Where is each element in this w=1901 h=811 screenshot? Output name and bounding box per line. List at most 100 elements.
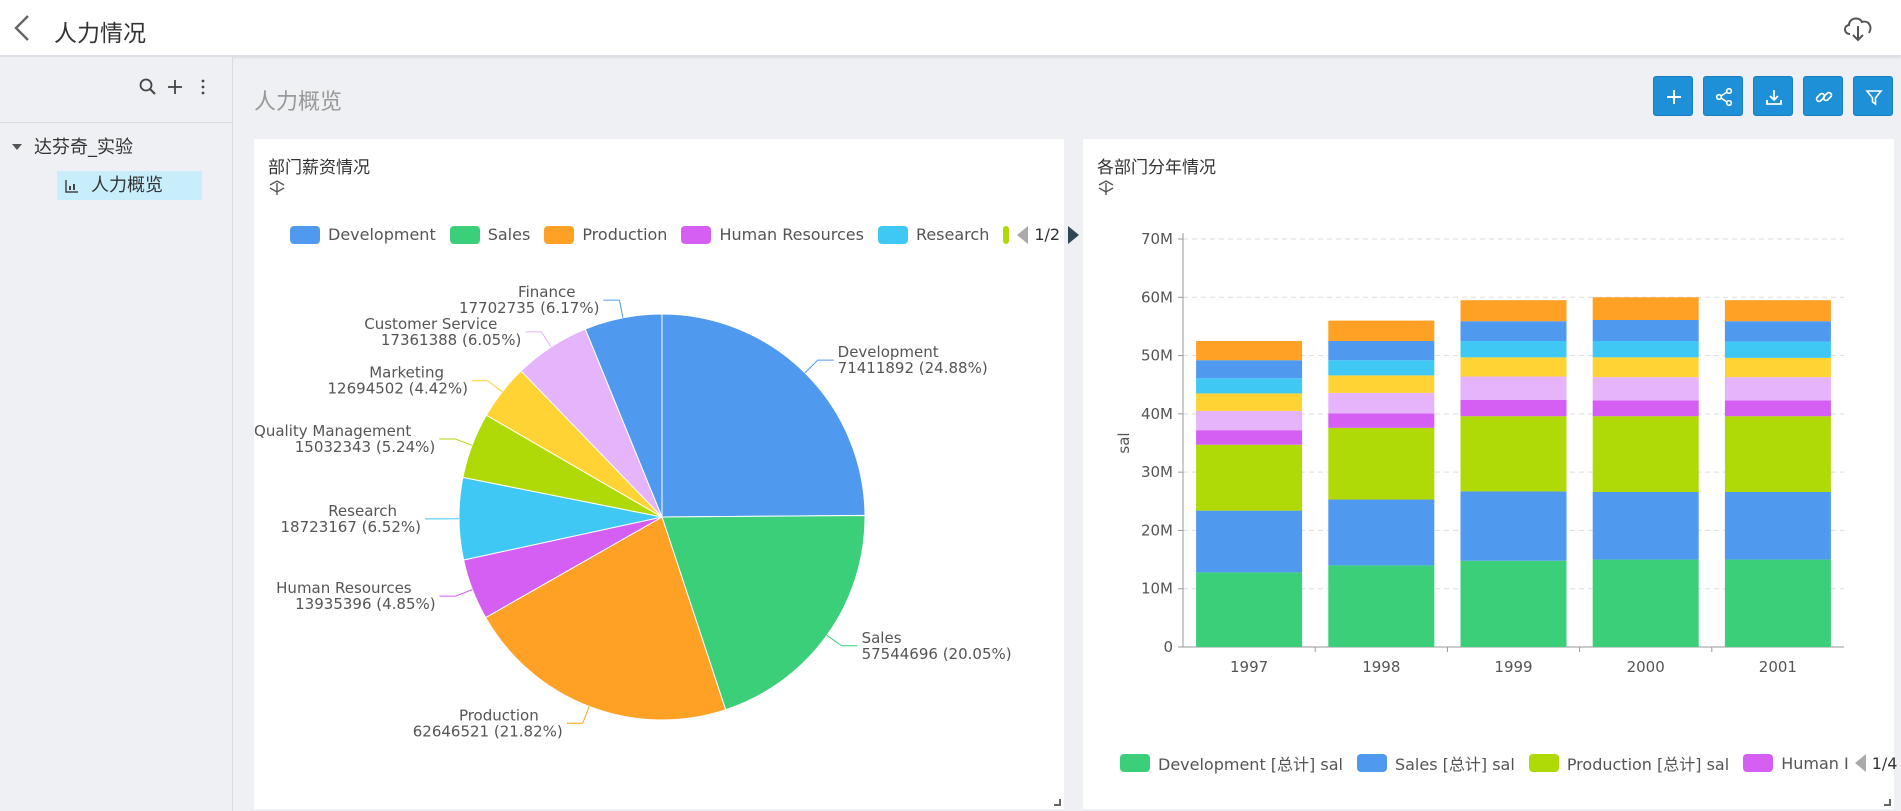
pie-label-value: 62646521 (21.82%) — [413, 722, 563, 740]
pie-slice-finance[interactable] — [584, 313, 663, 518]
bar-segment[interactable] — [1196, 430, 1303, 445]
pie-label-line — [804, 359, 834, 374]
filter-button[interactable] — [1853, 76, 1893, 116]
bar-segment[interactable] — [1592, 491, 1699, 560]
bar-legend: Development [总计] sal Sales [总计] sal Prod… — [1120, 751, 1901, 775]
tree-item-label: 人力概览 — [91, 175, 163, 196]
bar-segment[interactable] — [1196, 393, 1303, 411]
bar-segment[interactable] — [1328, 427, 1435, 500]
link-button[interactable] — [1803, 76, 1843, 116]
bar-segment[interactable] — [1724, 416, 1831, 492]
bar-segment[interactable] — [1328, 360, 1435, 376]
bar-segment[interactable] — [1460, 300, 1567, 322]
bar-segment[interactable] — [1196, 510, 1303, 573]
bar-segment[interactable] — [1196, 341, 1303, 361]
legend-swatch — [290, 225, 320, 244]
bar-segment[interactable] — [1724, 300, 1831, 322]
legend-swatch — [877, 225, 908, 244]
bar-segment[interactable] — [1592, 416, 1699, 492]
pie-slice-production[interactable] — [484, 516, 727, 721]
search-icon[interactable] — [138, 77, 158, 97]
prev-page-icon[interactable] — [1017, 225, 1029, 244]
next-page-icon[interactable] — [1068, 225, 1080, 244]
cloud-download-icon[interactable] — [1841, 12, 1875, 44]
drill-icon[interactable] — [268, 179, 286, 197]
drill-icon[interactable] — [1097, 179, 1115, 197]
legend-item-production[interactable]: Production [总计] sal — [1528, 751, 1729, 775]
x-tick-label: 2001 — [1759, 658, 1797, 676]
pie-label-line — [603, 299, 624, 318]
bar-segment[interactable] — [1724, 341, 1831, 358]
pie-slice-sales[interactable] — [661, 514, 866, 711]
add-button[interactable] — [1653, 76, 1693, 116]
bar-segment[interactable] — [1724, 321, 1831, 342]
bar-segment[interactable] — [1328, 341, 1435, 361]
pie-label-line — [472, 380, 503, 393]
legend-swatch — [544, 225, 575, 244]
tree-item-dashboard[interactable]: 人力概览 — [57, 171, 202, 200]
pie-label-value: 17702735 (6.17%) — [459, 299, 599, 317]
download-icon — [1766, 90, 1782, 105]
resize-handle[interactable] — [1884, 799, 1891, 806]
bar-segment[interactable] — [1724, 491, 1831, 560]
bar-segment[interactable] — [1592, 341, 1699, 358]
bar-segment[interactable] — [1460, 491, 1567, 561]
bar-segment[interactable] — [1196, 378, 1303, 394]
legend-item-development[interactable]: Development — [290, 225, 436, 244]
bar-segment[interactable] — [1328, 413, 1435, 428]
bar-segment[interactable] — [1328, 392, 1435, 414]
legend-item-sales[interactable]: Sales — [449, 225, 530, 244]
bar-segment[interactable] — [1460, 321, 1567, 341]
bar-segment[interactable] — [1592, 320, 1699, 341]
bar-segment[interactable] — [1328, 565, 1435, 647]
pie-slice-development[interactable] — [661, 313, 866, 518]
pie-label-name: Customer Service — [364, 315, 497, 333]
bar-segment[interactable] — [1460, 399, 1567, 417]
bar-segment[interactable] — [1724, 357, 1831, 378]
legend-item-sales[interactable]: Sales [总计] sal — [1356, 751, 1515, 775]
back-icon[interactable] — [8, 10, 38, 46]
caret-down-icon[interactable] — [12, 144, 22, 150]
resize-handle[interactable] — [1054, 799, 1061, 806]
bar-segment[interactable] — [1724, 559, 1831, 647]
pie-chart-title: 部门薪资情况 — [268, 158, 370, 178]
prev-page-icon[interactable] — [1854, 754, 1866, 772]
bar-segment[interactable] — [1592, 297, 1699, 321]
more-icon[interactable] — [193, 77, 213, 97]
x-tick-label: 1999 — [1494, 658, 1532, 676]
bar-segment[interactable] — [1460, 357, 1567, 377]
legend-item-human[interactable]: Human I — [1743, 754, 1849, 773]
legend-item-production[interactable]: Production — [544, 225, 667, 244]
bar-segment[interactable] — [1328, 320, 1435, 341]
bar-segment[interactable] — [1460, 376, 1567, 400]
add-icon[interactable] — [165, 77, 185, 97]
legend-item-development[interactable]: Development [总计] sal — [1120, 751, 1343, 775]
page-title: 人力概览 — [254, 90, 343, 115]
bar-segment[interactable] — [1460, 560, 1567, 647]
bar-segment[interactable] — [1328, 499, 1435, 566]
bar-segment[interactable] — [1460, 341, 1567, 358]
legend-item-research[interactable]: Research — [877, 225, 989, 244]
bar-segment[interactable] — [1196, 360, 1303, 379]
bar-segment[interactable] — [1328, 375, 1435, 393]
bar-segment[interactable] — [1460, 416, 1567, 492]
legend-swatch — [681, 225, 712, 244]
link-icon — [1815, 91, 1833, 103]
legend-item-human-resources[interactable]: Human Resources — [681, 225, 864, 244]
download-button[interactable] — [1753, 76, 1793, 116]
tree-folder[interactable]: 达芬奇_实验 — [12, 133, 133, 159]
bar-segment[interactable] — [1196, 410, 1303, 431]
pie-label-name: Research — [328, 502, 397, 520]
bar-segment[interactable] — [1592, 559, 1699, 647]
share-button[interactable] — [1703, 76, 1743, 116]
bar-segment[interactable] — [1196, 572, 1303, 647]
bar-segment[interactable] — [1592, 357, 1699, 378]
pie-chart-card: 部门薪资情况 Development Sales Production Huma… — [254, 139, 1080, 809]
bar-segment[interactable] — [1724, 377, 1831, 401]
y-tick-label: 70M — [1141, 230, 1173, 248]
bar-segment[interactable] — [1592, 400, 1699, 417]
bar-segment[interactable] — [1592, 377, 1699, 401]
bar-segment[interactable] — [1196, 444, 1303, 511]
pie-label-value: 17361388 (6.05%) — [381, 331, 521, 349]
bar-segment[interactable] — [1724, 400, 1831, 417]
